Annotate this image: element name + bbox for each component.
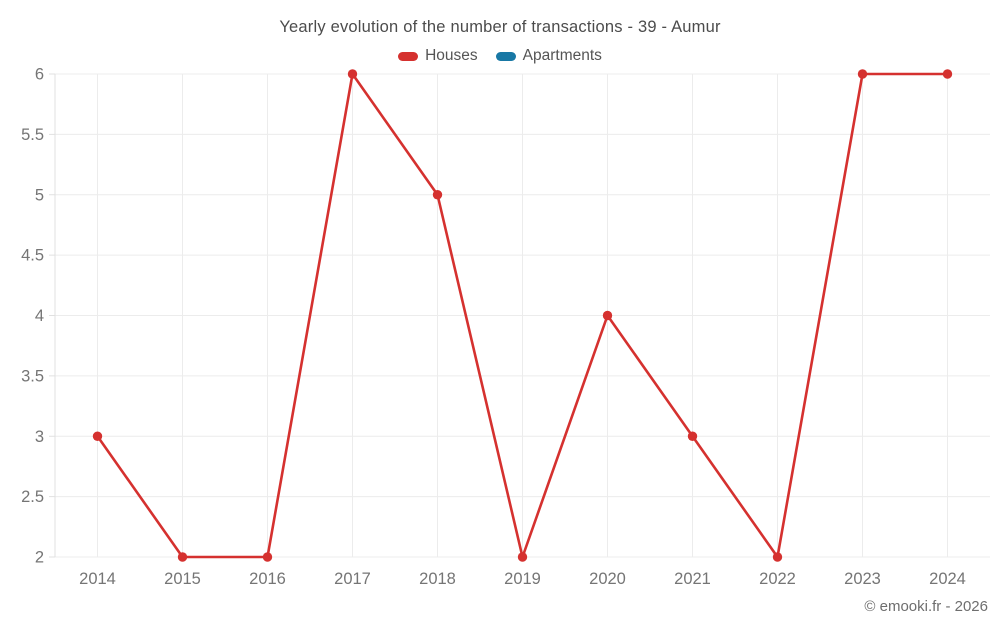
x-tick-label: 2015 [164, 570, 201, 588]
legend: Houses Apartments [0, 47, 1000, 65]
x-tick-label: 2020 [589, 570, 626, 588]
data-point-2015[interactable] [177, 552, 188, 562]
y-tick-label: 4 [35, 307, 44, 325]
data-point-2020[interactable] [602, 310, 613, 321]
y-tick-label: 3.5 [21, 367, 44, 385]
x-tick-label: 2018 [419, 570, 456, 588]
y-tick-label: 5.5 [21, 126, 44, 144]
legend-label-houses: Houses [425, 47, 478, 64]
data-point-2017[interactable] [347, 69, 358, 79]
x-tick-label: 2024 [929, 570, 966, 588]
x-tick-label: 2016 [249, 570, 286, 588]
legend-item-apartments[interactable]: Apartments [495, 47, 602, 65]
data-point-2018[interactable] [432, 190, 443, 200]
data-point-2024[interactable] [942, 69, 953, 79]
x-tick-label: 2017 [334, 570, 371, 588]
data-point-2022[interactable] [772, 552, 783, 562]
chart-title: Yearly evolution of the number of transa… [279, 18, 721, 36]
data-point-2014[interactable] [92, 431, 103, 441]
x-tick-label: 2022 [759, 570, 796, 588]
x-tick-label: 2014 [79, 570, 116, 588]
legend-item-houses[interactable]: Houses [398, 47, 478, 65]
houses-series-swatch-icon [398, 51, 419, 61]
y-tick-label: 6 [35, 66, 44, 84]
y-tick-label: 3 [35, 428, 44, 446]
data-point-2016[interactable] [262, 552, 273, 562]
y-tick-label: 4.5 [21, 247, 44, 265]
y-tick-label: 5 [35, 186, 44, 204]
copyright-text: © emooki.fr - 2026 [864, 598, 988, 615]
data-point-2019[interactable] [517, 552, 528, 562]
x-tick-label: 2019 [504, 570, 541, 588]
data-point-2021[interactable] [687, 431, 698, 441]
data-point-2023[interactable] [857, 69, 868, 79]
x-tick-label: 2021 [674, 570, 711, 588]
y-tick-label: 2 [35, 549, 44, 567]
apartments-series-swatch-icon [495, 51, 516, 61]
legend-label-apartments: Apartments [522, 47, 602, 64]
x-tick-label: 2023 [844, 570, 881, 588]
y-tick-label: 2.5 [21, 488, 44, 506]
